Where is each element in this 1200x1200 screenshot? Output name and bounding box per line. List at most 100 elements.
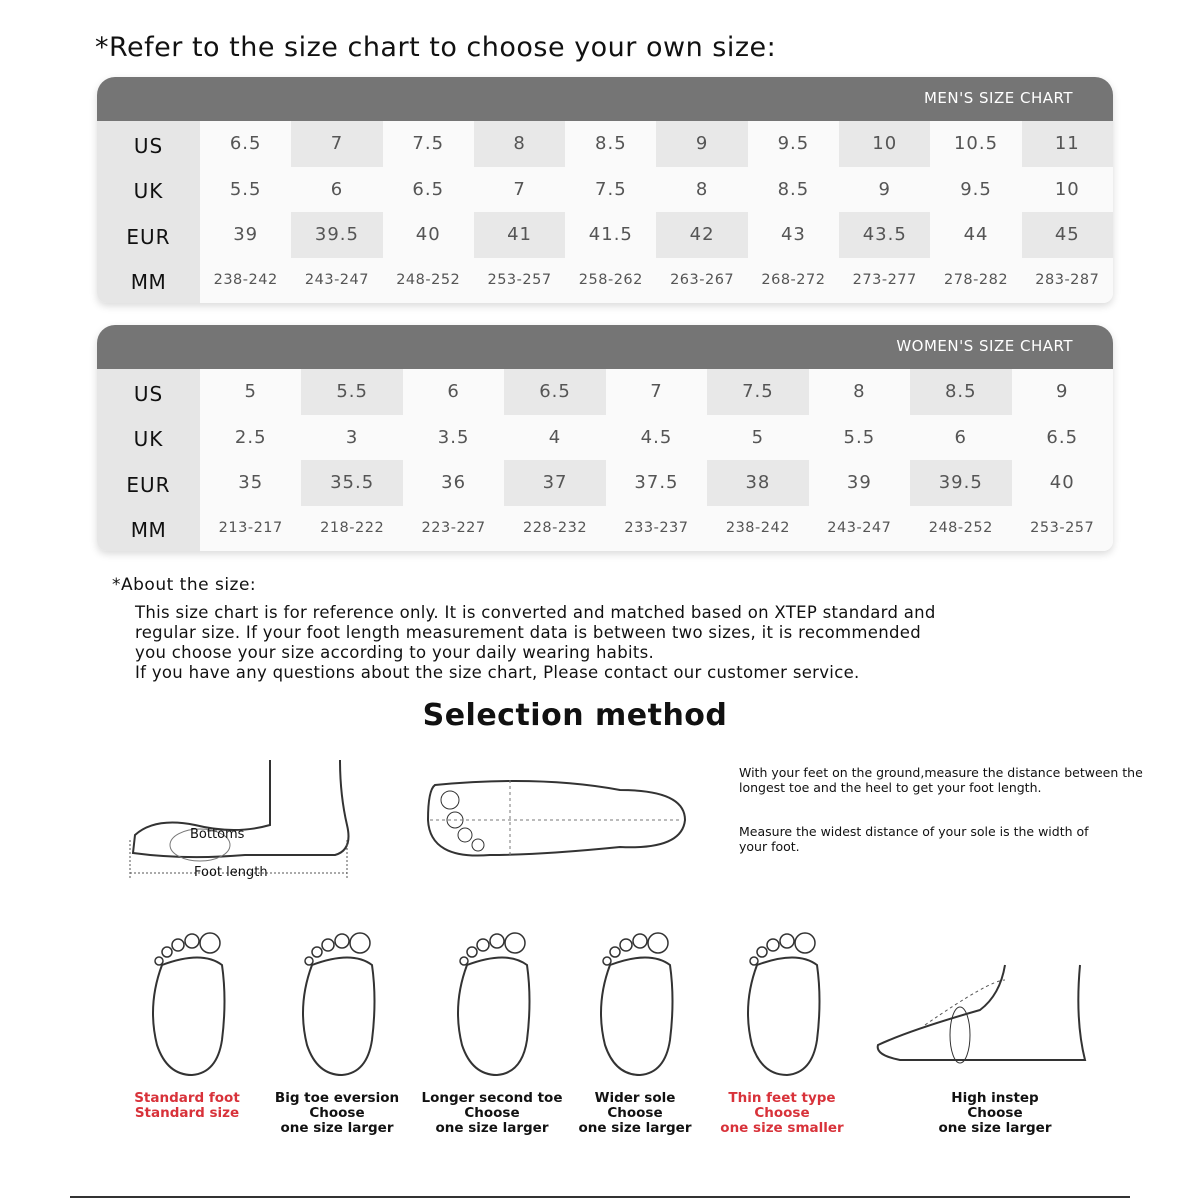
size-cell: 5.5 [808,414,911,460]
caption-line: one size smaller [720,1120,844,1136]
size-cell: 7.5 [565,166,657,212]
size-cell: 273-277 [839,257,931,303]
size-cell: 45 [1021,212,1113,258]
foot-type-illustration [152,932,226,1077]
size-cell: 39.5 [910,460,1012,506]
row-label: EUR [97,212,200,258]
foot-type-caption: High instep Choose one size larger [915,1091,1075,1136]
caption-line: High instep [951,1090,1039,1106]
foot-sole-illustration [426,780,687,857]
size-cell: 3.5 [402,414,505,460]
size-row: US 6.5 7 7.5 8 8.5 9 9.5 10 10.5 11 [97,121,1113,167]
size-cell: 253-257 [473,257,566,303]
size-cell: 283-287 [1021,257,1113,303]
size-cell: 41.5 [565,212,657,258]
size-cell: 39 [808,460,911,506]
size-cell: 268-272 [747,257,840,303]
size-row: MM 238-242 243-247 248-252 253-257 258-262 263… [97,257,1113,303]
size-row: EUR 35 35.5 36 37 37.5 38 39 39.5 40 [97,460,1113,506]
size-cell: 4 [504,414,606,460]
size-cell: 263-267 [656,257,748,303]
size-cell: 258-262 [565,257,657,303]
size-cell: 41 [473,212,566,258]
womens-chart-heading: WOMEN'S SIZE CHART [97,325,1113,369]
size-cell: 8 [656,166,748,212]
size-cell: 2.5 [200,414,302,460]
about-line: This size chart is for reference only. I… [135,603,936,622]
size-cell: 38 [707,460,809,506]
size-cell: 228-232 [504,505,606,551]
foot-type-caption: Standard foot Standard size [107,1091,267,1121]
foot-type-caption: Longer second toe Choose one size larger [412,1091,572,1136]
size-cell: 8 [808,369,911,415]
size-cell: 7 [605,369,708,415]
caption-line: Choose [464,1105,520,1121]
size-cell: 248-252 [910,505,1012,551]
caption-line: Choose [967,1105,1023,1121]
caption-line: Wider sole [594,1090,676,1106]
about-text: This size chart is for reference only. I… [135,603,1135,683]
row-label: UK [97,414,200,460]
size-cell: 9 [1011,369,1113,415]
about-line: If you have any questions about the size… [135,663,860,682]
size-cell: 39 [200,212,292,258]
size-cell: 6.5 [504,369,606,415]
selection-title: Selection method [422,698,728,733]
foot-instep-illustration [876,964,1087,1064]
row-label: UK [97,166,200,212]
caption-line: Standard foot [134,1090,240,1106]
size-cell: 35.5 [301,460,403,506]
size-cell: 37.5 [605,460,708,506]
row-label: MM [97,505,200,551]
size-cell: 5.5 [301,369,403,415]
size-cell: 7.5 [707,369,809,415]
foot-type-illustration [600,932,674,1077]
foot-type-caption: Big toe eversion Choose one size larger [257,1091,417,1136]
foot-type-caption: Wider sole Choose one size larger [555,1091,715,1136]
size-cell: 5.5 [200,166,292,212]
caption-line: one size larger [578,1120,692,1136]
size-cell: 8.5 [747,166,840,212]
caption-line: Big toe eversion [274,1090,400,1106]
caption-line: Choose [607,1105,663,1121]
size-cell: 43 [747,212,840,258]
size-cell: 6.5 [200,121,292,167]
size-cell: 253-257 [1011,505,1113,551]
size-cell: 238-242 [707,505,809,551]
size-cell: 9.5 [747,121,840,167]
caption-line: Thin feet type [728,1090,836,1106]
size-cell: 4.5 [605,414,708,460]
size-cell: 7 [291,121,383,167]
size-cell: 7.5 [382,121,474,167]
size-cell: 243-247 [808,505,911,551]
about-line: you choose your size according to your d… [135,643,655,662]
size-row: EUR 39 39.5 40 41 41.5 42 43 43.5 44 45 [97,212,1113,258]
size-cell: 8.5 [565,121,657,167]
length-instruction: With your feet on the ground,measure the… [739,765,1143,795]
caption-line: Standard size [134,1105,240,1121]
foot-length-label: Foot length [194,865,268,880]
size-cell: 10 [839,121,931,167]
size-cell: 8 [473,121,566,167]
size-cell: 5 [707,414,809,460]
size-cell: 37 [504,460,606,506]
size-cell: 39.5 [291,212,383,258]
caption-line: one size larger [280,1120,394,1136]
foot-type-caption: Thin feet type Choose one size smaller [702,1091,862,1136]
size-cell: 9 [656,121,748,167]
size-cell: 7 [473,166,566,212]
size-row: MM 213-217 218-222 223-227 228-232 233-237 238… [97,505,1113,551]
size-cell: 278-282 [930,257,1022,303]
bottoms-label: Bottoms [190,827,245,842]
page-title: *Refer to the size chart to choose your … [95,32,777,63]
size-cell: 35 [200,460,302,506]
size-cell: 223-227 [402,505,505,551]
size-cell: 6.5 [382,166,474,212]
size-cell: 218-222 [301,505,403,551]
width-instruction: Measure the widest distance of your sole… [739,824,1089,854]
size-cell: 8.5 [910,369,1012,415]
size-cell: 40 [382,212,474,258]
about-heading: *About the size: [112,575,257,595]
size-cell: 5 [200,369,302,415]
size-cell: 9.5 [930,166,1022,212]
